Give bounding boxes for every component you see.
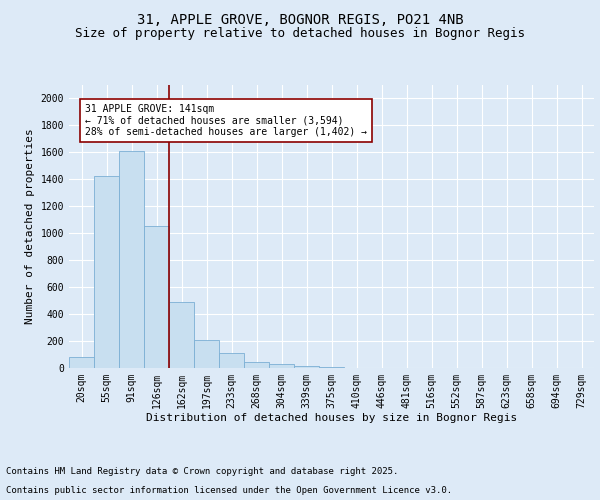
Bar [69,356,94,368]
Bar [269,364,294,368]
Y-axis label: Number of detached properties: Number of detached properties [25,128,35,324]
Text: 31, APPLE GROVE, BOGNOR REGIS, PO21 4NB: 31, APPLE GROVE, BOGNOR REGIS, PO21 4NB [137,12,463,26]
Bar [219,352,244,368]
Bar [144,226,169,368]
Text: Contains public sector information licensed under the Open Government Licence v3: Contains public sector information licen… [6,486,452,495]
Bar [94,176,119,368]
Bar [119,151,144,368]
Bar [319,367,344,368]
Text: 31 APPLE GROVE: 141sqm
← 71% of detached houses are smaller (3,594)
28% of semi-: 31 APPLE GROVE: 141sqm ← 71% of detached… [85,104,367,137]
Text: Size of property relative to detached houses in Bognor Regis: Size of property relative to detached ho… [75,28,525,40]
Bar [194,340,219,367]
Text: Contains HM Land Registry data © Crown copyright and database right 2025.: Contains HM Land Registry data © Crown c… [6,467,398,476]
X-axis label: Distribution of detached houses by size in Bognor Regis: Distribution of detached houses by size … [146,413,517,423]
Bar [244,362,269,368]
Bar [294,366,319,368]
Bar [169,302,194,368]
